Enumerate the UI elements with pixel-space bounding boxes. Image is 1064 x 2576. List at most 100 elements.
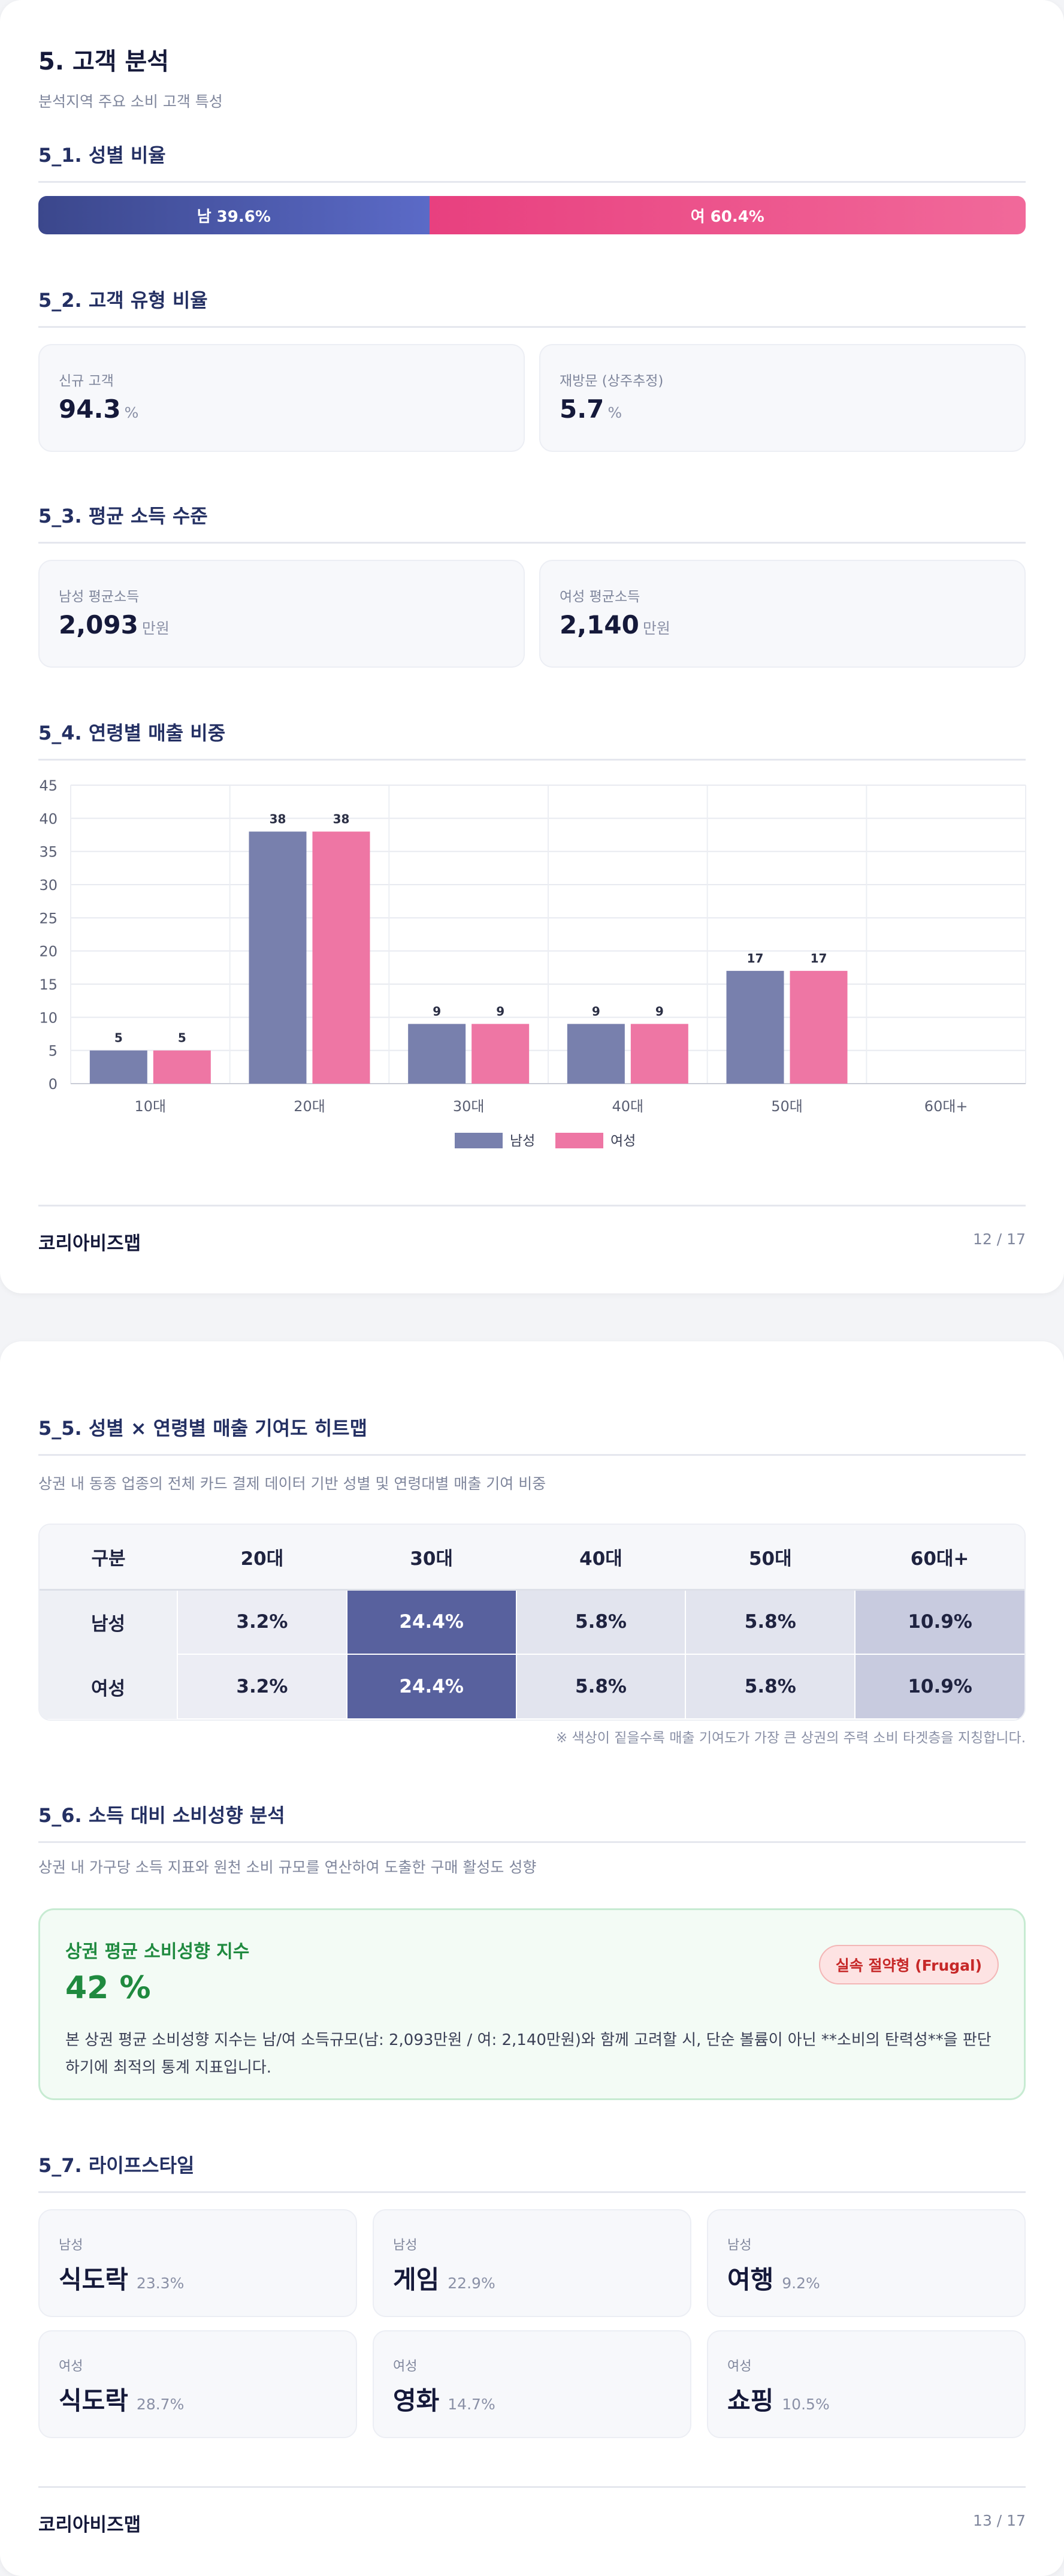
bar-data-label: 5	[114, 1031, 123, 1045]
page-subtitle: 분석지역 주요 소비 고객 특성	[38, 93, 223, 110]
female-ratio-segment: 여 60.4%	[429, 196, 1026, 234]
heatmap-row-label: 여성	[40, 1654, 177, 1719]
lifestyle-card: 여성 식도락 28.7%	[38, 2330, 357, 2438]
page-title: 5. 고객 분석	[38, 48, 170, 76]
heatmap-table: 구분 20대 30대 40대 50대 60대+ 남성 3.2% 24.4% 5.…	[40, 1525, 1024, 1720]
new-customer-unit: %	[124, 404, 139, 421]
lifestyle-card: 여성 영화 14.7%	[373, 2330, 691, 2438]
bar-data-label: 5	[178, 1031, 186, 1045]
lifestyle-gender: 남성	[393, 2238, 418, 2253]
female-income-unit: 만원	[642, 620, 670, 637]
male-income-value: 2,093	[59, 610, 138, 640]
income-heading: 5_3. 평균 소득 수준	[38, 501, 1026, 544]
lifestyle-gender: 남성	[59, 2238, 83, 2253]
bar-data-label: 38	[333, 812, 350, 826]
lifestyle-pct: 9.2%	[782, 2275, 820, 2292]
y-tick-label: 40	[39, 810, 58, 827]
x-tick-label: 20대	[294, 1098, 325, 1115]
heatmap-corner: 구분	[40, 1525, 177, 1591]
lifestyle-card: 여성 쇼핑 10.5%	[707, 2330, 1026, 2438]
y-tick-label: 30	[39, 877, 58, 894]
heatmap-cell: 10.9%	[854, 1589, 1024, 1655]
bar-data-label: 9	[433, 1004, 441, 1018]
page-header: 5. 고객 분석 분석지역 주요 소비 고객 특성	[38, 42, 1026, 111]
heatmap-col-header: 60대+	[855, 1525, 1024, 1591]
customer-type-heading: 5_2. 고객 유형 비율	[38, 285, 1026, 328]
page-footer: 코리아비즈맵 13 / 17	[38, 2486, 1026, 2536]
lifestyle-pct: 10.5%	[782, 2396, 830, 2413]
x-tick-label: 40대	[612, 1098, 644, 1115]
bar-male	[89, 1050, 147, 1084]
lifestyle-name-wrap: 식도락 28.7%	[59, 2381, 184, 2417]
bar-male	[249, 831, 307, 1084]
return-customer-value: 5.7	[560, 394, 604, 424]
report-page-13: 5_5. 성별 × 연령별 매출 기여도 히트맵 상권 내 동종 업종의 전체 …	[0, 1341, 1064, 2576]
y-tick-label: 45	[39, 777, 58, 794]
lifestyle-pct: 28.7%	[136, 2396, 185, 2413]
bar-male	[408, 1024, 466, 1084]
heatmap-col-header: 30대	[346, 1525, 516, 1591]
heatmap-cell: 5.8%	[515, 1654, 686, 1720]
bar-data-label: 17	[811, 951, 827, 966]
lifestyle-pct: 23.3%	[136, 2275, 185, 2292]
heatmap-cell: 5.8%	[685, 1589, 856, 1655]
y-tick-label: 0	[49, 1076, 58, 1093]
female-income-value: 2,140	[560, 610, 639, 640]
lifestyle-name-wrap: 영화 14.7%	[393, 2381, 495, 2417]
heatmap-cell: 3.2%	[177, 1654, 347, 1720]
heatmap-col-header: 50대	[685, 1525, 856, 1591]
y-tick-label: 10	[39, 1009, 58, 1026]
bar-data-label: 17	[747, 951, 764, 966]
lifestyle-heading: 5_7. 라이프스타일	[38, 2150, 1026, 2193]
y-tick-label: 20	[39, 943, 58, 960]
return-customer-value-wrap: 5.7%	[560, 394, 622, 424]
age-sales-heading: 5_4. 연령별 매출 비중	[38, 718, 1026, 761]
legend-swatch	[555, 1133, 603, 1148]
bar-data-label: 9	[655, 1004, 664, 1018]
spending-index-title: 상권 평균 소비성향 지수	[65, 1941, 250, 1962]
new-customer-card: 신규 고객 94.3%	[38, 344, 525, 452]
y-tick-label: 5	[49, 1043, 58, 1060]
x-tick-label: 50대	[771, 1098, 803, 1115]
return-customer-unit: %	[607, 404, 622, 421]
lifestyle-gender: 여성	[727, 2359, 752, 2374]
new-customer-value-wrap: 94.3%	[59, 394, 138, 424]
x-tick-label: 60대+	[924, 1098, 968, 1115]
new-customer-label: 신규 고객	[59, 373, 114, 389]
gender-ratio-bar: 남 39.6% 여 60.4%	[38, 196, 1026, 234]
new-customer-value: 94.3	[59, 394, 121, 424]
male-income-label: 남성 평균소득	[59, 589, 140, 605]
heatmap-col-header: 20대	[177, 1525, 347, 1591]
legend-label: 여성	[610, 1133, 636, 1149]
spending-index-card: 상권 평균 소비성향 지수 42 % 실속 절약형 (Frugal) 본 상권 …	[38, 1908, 1026, 2100]
lifestyle-name-wrap: 식도락 23.3%	[59, 2260, 184, 2296]
male-income-unit: 만원	[141, 620, 170, 637]
return-customer-label: 재방문 (상주추정)	[560, 373, 664, 389]
bar-male	[567, 1024, 625, 1084]
heatmap-heading: 5_5. 성별 × 연령별 매출 기여도 히트맵	[38, 1413, 1026, 1456]
heatmap-note: ※ 색상이 짙을수록 매출 기여도가 가장 큰 상권의 주력 소비 타겟층을 지…	[555, 1730, 1026, 1746]
bar-data-label: 9	[592, 1004, 600, 1018]
lifestyle-name-wrap: 게임 22.9%	[393, 2260, 495, 2296]
y-tick-label: 25	[39, 910, 58, 927]
bar-male	[726, 970, 784, 1084]
x-tick-label: 30대	[453, 1098, 485, 1115]
lifestyle-card: 남성 식도락 23.3%	[38, 2209, 357, 2317]
spending-type-badge: 실속 절약형 (Frugal)	[818, 1945, 999, 1984]
lifestyle-name: 여행	[727, 2265, 774, 2294]
footer-page-number: 12 / 17	[973, 1230, 1026, 1248]
bar-female	[153, 1050, 211, 1084]
lifestyle-gender: 여성	[59, 2359, 83, 2374]
bar-female	[471, 1024, 530, 1084]
heatmap-cell: 10.9%	[854, 1654, 1024, 1720]
female-income-value-wrap: 2,140 만원	[560, 610, 670, 640]
heatmap-row-label: 남성	[40, 1589, 177, 1654]
page-footer: 코리아비즈맵 12 / 17	[38, 1205, 1026, 1254]
female-income-label: 여성 평균소득	[560, 589, 640, 605]
legend-label: 남성	[510, 1133, 535, 1149]
footer-page-number: 13 / 17	[973, 2512, 1026, 2529]
return-customer-card: 재방문 (상주추정) 5.7%	[539, 344, 1026, 452]
y-tick-label: 35	[39, 844, 58, 861]
gender-ratio-heading: 5_1. 성별 비율	[38, 140, 1026, 183]
spending-index-text: 본 상권 평균 소비성향 지수는 남/여 소득규모(남: 2,093만원 / 여…	[65, 2031, 992, 2077]
